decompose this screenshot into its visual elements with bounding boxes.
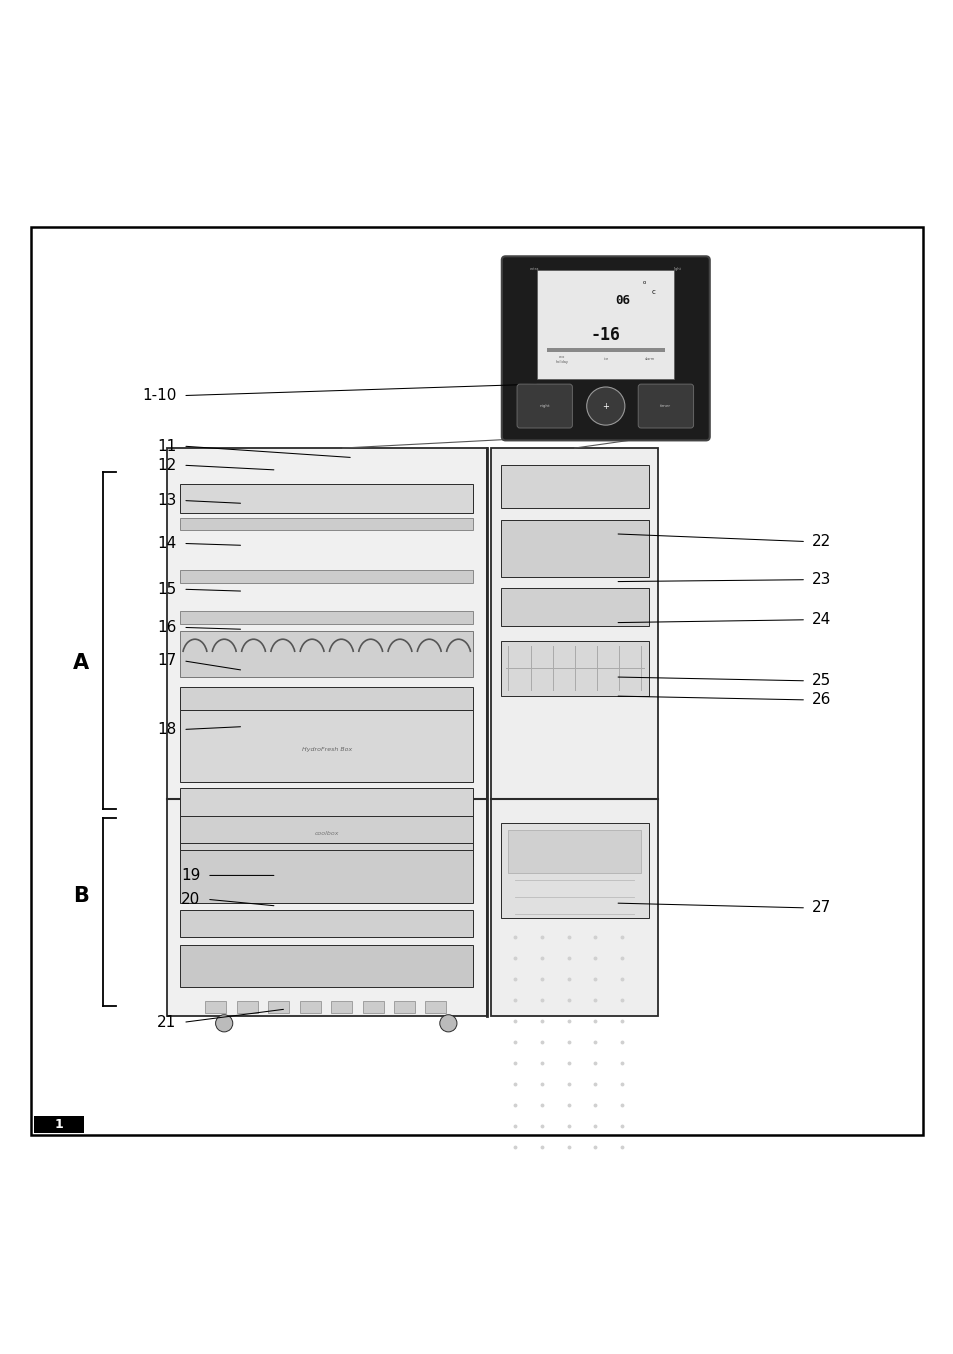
Bar xyxy=(180,711,473,783)
Bar xyxy=(236,1002,257,1013)
Text: 25: 25 xyxy=(811,673,830,688)
Bar xyxy=(500,823,648,918)
Circle shape xyxy=(586,387,624,425)
Text: 1: 1 xyxy=(54,1118,64,1131)
FancyBboxPatch shape xyxy=(638,385,693,428)
Bar xyxy=(180,850,473,903)
Bar xyxy=(500,466,648,508)
Bar xyxy=(180,910,473,937)
Bar xyxy=(180,611,473,624)
Bar xyxy=(180,945,473,987)
Bar xyxy=(268,1002,289,1013)
Text: 22: 22 xyxy=(811,533,830,548)
Text: 21: 21 xyxy=(157,1016,176,1030)
Circle shape xyxy=(439,1014,456,1032)
Text: 17: 17 xyxy=(157,653,176,669)
Text: B: B xyxy=(73,887,89,906)
Bar xyxy=(34,1116,84,1133)
Bar xyxy=(546,348,664,352)
Bar xyxy=(180,788,473,867)
Text: 14: 14 xyxy=(157,536,176,551)
Text: 13: 13 xyxy=(157,493,176,508)
Text: eco
holiday: eco holiday xyxy=(555,355,568,364)
Circle shape xyxy=(215,1014,233,1032)
Bar xyxy=(331,1002,352,1013)
Text: coolbox: coolbox xyxy=(314,830,338,835)
Text: 15: 15 xyxy=(157,582,176,597)
FancyBboxPatch shape xyxy=(501,256,709,440)
Text: 18: 18 xyxy=(157,722,176,737)
Bar xyxy=(537,269,674,379)
Text: 19: 19 xyxy=(181,868,200,883)
Text: 06: 06 xyxy=(614,294,629,307)
Bar xyxy=(180,631,473,677)
Bar xyxy=(491,448,658,1016)
Text: 23: 23 xyxy=(811,573,830,588)
Text: 16: 16 xyxy=(157,620,176,635)
Text: 27: 27 xyxy=(811,900,830,915)
Text: 11: 11 xyxy=(157,439,176,454)
Bar xyxy=(167,448,486,1016)
Text: -16: -16 xyxy=(590,326,620,344)
Text: 1-10: 1-10 xyxy=(142,389,176,403)
Bar xyxy=(180,485,473,513)
Text: 26: 26 xyxy=(811,692,830,707)
Bar xyxy=(500,520,648,577)
Bar xyxy=(362,1002,383,1013)
Text: +: + xyxy=(601,402,609,410)
Text: extra: extra xyxy=(529,267,538,271)
Bar xyxy=(180,517,473,529)
Text: timer: timer xyxy=(659,403,671,408)
Text: c: c xyxy=(651,288,655,295)
Text: HydroFresh Box: HydroFresh Box xyxy=(301,747,352,753)
Bar xyxy=(500,640,648,696)
Bar xyxy=(180,686,473,711)
FancyBboxPatch shape xyxy=(517,385,572,428)
Bar xyxy=(508,830,640,873)
Text: night: night xyxy=(538,403,550,408)
Text: 24: 24 xyxy=(811,612,830,627)
Text: ice: ice xyxy=(602,357,608,362)
Bar xyxy=(180,816,473,842)
Bar xyxy=(425,1002,446,1013)
Bar xyxy=(205,1002,226,1013)
Text: 20: 20 xyxy=(181,892,200,907)
Text: 12: 12 xyxy=(157,458,176,473)
Text: o: o xyxy=(642,280,645,286)
Text: alarm: alarm xyxy=(644,357,654,362)
Bar xyxy=(394,1002,415,1013)
Text: A: A xyxy=(73,653,89,673)
Text: light: light xyxy=(674,267,681,271)
Bar xyxy=(299,1002,320,1013)
Bar xyxy=(500,588,648,627)
Bar xyxy=(180,570,473,582)
